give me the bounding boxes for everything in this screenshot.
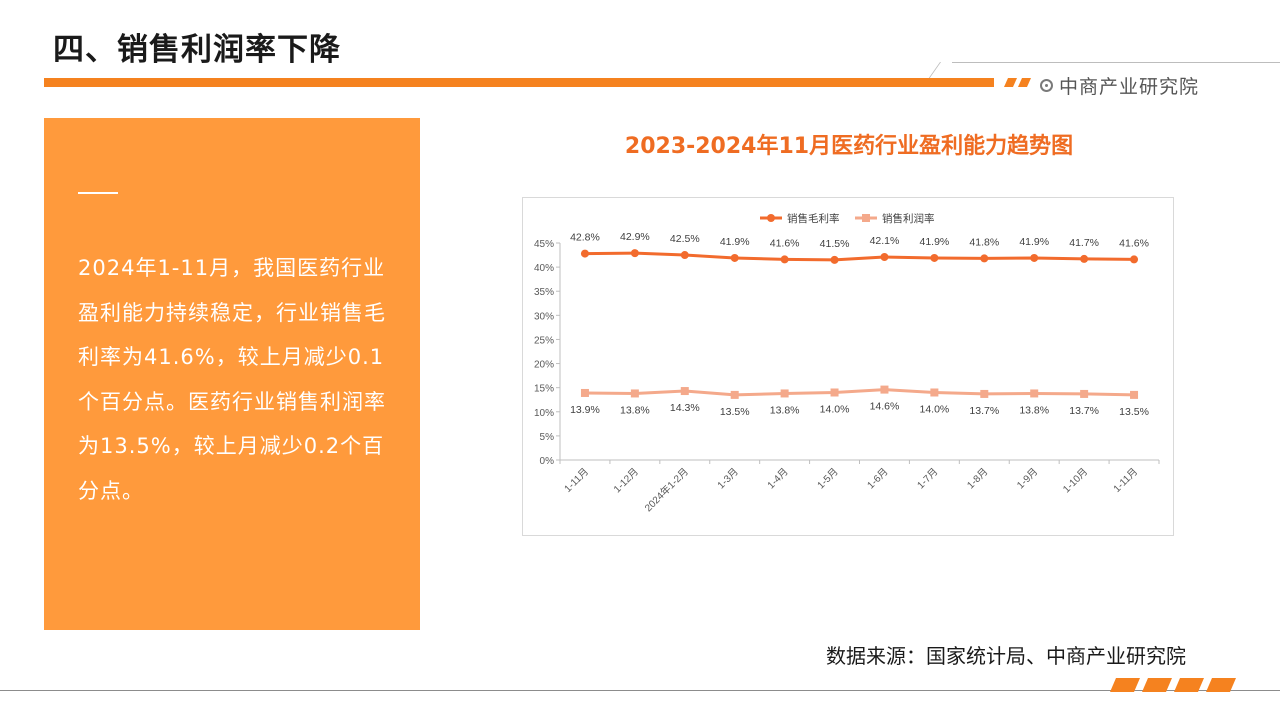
data-point — [680, 251, 689, 260]
data-label: 42.1% — [870, 235, 900, 247]
chart-legend: 销售毛利率 销售利润率 — [760, 212, 935, 225]
summary-text: 2024年1-11月，我国医药行业盈利能力持续稳定，行业销售毛利率为41.6%，… — [78, 256, 386, 503]
data-label: 41.8% — [969, 236, 999, 248]
data-point — [630, 249, 639, 258]
x-tick-label: 1-9月 — [1015, 466, 1041, 492]
data-label: 13.8% — [620, 404, 650, 416]
data-label: 13.8% — [1019, 404, 1049, 416]
x-tick-label: 1-8月 — [965, 466, 991, 492]
data-point — [830, 388, 839, 397]
x-tick-label: 2024年1-2月 — [642, 465, 691, 514]
y-tick-label: 35% — [534, 287, 554, 298]
data-label: 41.9% — [919, 236, 949, 248]
page-title: 四、销售利润率下降 — [53, 32, 341, 68]
series-line-2 — [584, 388, 1135, 397]
data-point — [880, 252, 889, 261]
x-tick-label: 1-6月 — [865, 466, 891, 492]
data-point — [1080, 389, 1089, 398]
x-tick-label: 1-11月 — [1111, 466, 1140, 495]
data-point — [1130, 390, 1139, 399]
y-tick-label: 15% — [534, 384, 554, 395]
data-label: 13.5% — [1119, 406, 1149, 418]
source-note: 数据来源：国家统计局、中商产业研究院 — [826, 644, 1186, 668]
data-point — [780, 389, 789, 398]
chart-frame: 销售毛利率 销售利润率 0% 5% 10% 15% 20% 25% 30% 35% 40% 45% 1… — [522, 197, 1174, 536]
data-point — [680, 387, 689, 396]
x-tick-label: 1-11月 — [562, 466, 591, 495]
data-label: 42.9% — [620, 231, 650, 243]
brand-logo: 中商产业研究院 — [1040, 72, 1199, 99]
y-tick-label: 0% — [540, 456, 555, 467]
data-label: 14.3% — [670, 402, 700, 414]
data-label: 42.8% — [570, 232, 600, 244]
data-point — [580, 388, 589, 397]
title-accent-bar — [44, 78, 994, 87]
data-label: 41.7% — [1069, 237, 1099, 249]
footer-stripes-decoration — [1110, 678, 1236, 692]
y-tick-label: 30% — [534, 311, 554, 322]
data-label: 41.9% — [1019, 236, 1049, 248]
chart-series: 42.8% 42.9% 42.5% 41.9% 41.6% 41.5% 42.1% 41.9%… — [570, 231, 1149, 418]
data-point — [730, 390, 739, 399]
data-point — [1030, 253, 1039, 262]
data-label: 14.6% — [870, 401, 900, 413]
legend-marker — [862, 214, 870, 222]
data-label: 41.9% — [720, 236, 750, 248]
data-point — [1030, 389, 1039, 398]
legend-label: 销售毛利率 — [787, 212, 840, 225]
data-point — [930, 253, 939, 262]
data-point — [980, 389, 989, 398]
y-tick-label: 10% — [534, 408, 554, 419]
data-label: 14.0% — [919, 403, 949, 415]
x-tick-label: 1-4月 — [765, 466, 791, 492]
x-tick-label: 1-10月 — [1061, 466, 1091, 496]
summary-dash — [78, 192, 118, 194]
data-label: 13.8% — [770, 404, 800, 416]
x-tick-label: 1-12月 — [611, 466, 641, 496]
chart-title: 2023-2024年11月医药行业盈利能力趋势图 — [624, 134, 1074, 159]
x-tick-label: 1-3月 — [715, 466, 741, 492]
legend-label: 销售利润率 — [882, 212, 935, 225]
data-point — [830, 255, 839, 264]
y-tick-label: 20% — [534, 360, 554, 371]
data-point — [730, 253, 739, 262]
x-tick-label: 1-7月 — [915, 466, 941, 492]
data-label: 41.6% — [1119, 237, 1149, 249]
data-point — [630, 389, 639, 398]
brand-name: 中商产业研究院 — [1059, 76, 1200, 98]
data-label: 41.5% — [820, 238, 850, 250]
data-point — [580, 249, 589, 258]
data-point — [930, 388, 939, 397]
data-label: 13.9% — [570, 404, 600, 416]
legend-marker — [767, 214, 775, 222]
data-label: 13.7% — [969, 405, 999, 417]
y-tick-label: 25% — [534, 335, 554, 346]
data-label: 13.5% — [720, 406, 750, 418]
y-tick-label: 40% — [534, 263, 554, 274]
data-point — [1080, 254, 1089, 263]
header-stripes-decoration — [1004, 78, 1031, 87]
header-divider-slant — [928, 62, 941, 78]
summary-panel: 2024年1-11月，我国医药行业盈利能力持续稳定，行业销售毛利率为41.6%，… — [44, 118, 420, 630]
data-label: 42.5% — [670, 233, 700, 245]
chart-axes: 0% 5% 10% 15% 20% 25% 30% 35% 40% 45% 1-11月 1-12月 20… — [534, 239, 1160, 514]
series-line-1 — [584, 251, 1135, 262]
data-label: 13.7% — [1069, 405, 1099, 417]
data-point — [780, 255, 789, 264]
data-label: 14.0% — [820, 403, 850, 415]
footer-divider-line — [0, 690, 1280, 691]
data-point — [1130, 255, 1139, 264]
data-point — [980, 254, 989, 263]
y-tick-label: 5% — [540, 432, 555, 443]
data-label: 41.6% — [770, 237, 800, 249]
x-tick-label: 1-5月 — [815, 466, 841, 492]
header-divider-line — [952, 62, 1280, 63]
data-point — [880, 385, 889, 394]
brand-circle-icon — [1040, 79, 1053, 92]
chart-svg: 销售毛利率 销售利润率 0% 5% 10% 15% 20% 25% 30% 35% 40% 45% 1… — [534, 212, 1160, 514]
y-tick-label: 45% — [534, 239, 554, 250]
